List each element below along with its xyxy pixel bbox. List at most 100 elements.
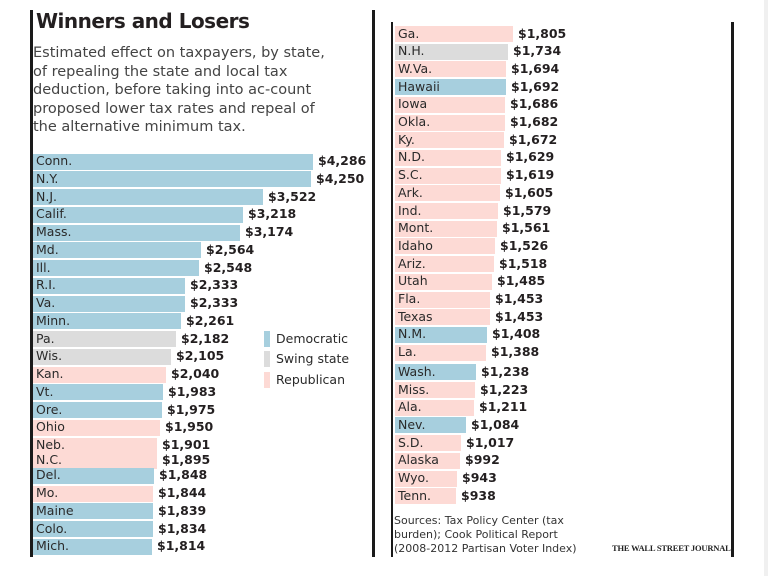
bar-s-c	[395, 167, 501, 184]
legend-label: Swing state	[276, 351, 350, 366]
value-label-vt: $1,983	[168, 383, 217, 399]
page-edge	[764, 0, 768, 576]
state-label-ariz: Ariz.	[398, 255, 426, 271]
bar-alaska	[395, 452, 460, 469]
right-column-left-rule	[391, 22, 393, 557]
state-label-n-j: N.J.	[36, 188, 57, 204]
value-label-ky: $1,672	[509, 131, 558, 147]
bar-n-c	[33, 452, 157, 468]
state-label-ala: Ala.	[398, 399, 422, 415]
state-label-nev: Nev.	[398, 416, 426, 432]
state-label-n-d: N.D.	[398, 149, 425, 165]
value-label-wyo: $943	[462, 470, 497, 485]
bar-s-d	[395, 435, 461, 452]
state-label-s-c: S.C.	[398, 167, 423, 183]
state-label-del: Del.	[36, 467, 61, 483]
state-label-calif: Calif.	[36, 206, 67, 222]
value-label-n-y: $4,250	[316, 170, 365, 186]
sources-note: Sources: Tax Policy Center (tax burden);…	[394, 514, 577, 555]
bar-kan	[33, 366, 166, 383]
bar-wis	[33, 348, 171, 365]
state-label-s-d: S.D.	[398, 434, 424, 450]
bar-iowa	[395, 96, 505, 113]
value-label-ohio: $1,950	[165, 419, 214, 435]
value-label-ind: $1,579	[503, 202, 552, 218]
state-label-conn: Conn.	[36, 153, 73, 168]
value-label-idaho: $1,526	[500, 237, 549, 253]
legend-label: Republican	[276, 372, 346, 387]
bar-texas	[395, 309, 490, 326]
bar-ariz	[395, 256, 494, 273]
value-label-nev: $1,084	[471, 416, 520, 432]
bar-utah	[395, 273, 492, 290]
value-label-hawaii: $1,692	[511, 78, 560, 94]
bar-conn	[33, 153, 313, 170]
value-label-wash: $1,238	[481, 363, 530, 379]
bar-maine	[33, 503, 153, 520]
bar-nev	[395, 417, 466, 434]
bar-wash	[395, 364, 476, 381]
bar-idaho	[395, 238, 495, 255]
value-label-n-h: $1,734	[513, 43, 562, 59]
state-label-wis: Wis.	[36, 348, 63, 364]
state-label-ga: Ga.	[398, 25, 420, 41]
value-label-md: $2,564	[206, 241, 255, 257]
value-label-n-m: $1,408	[492, 326, 541, 342]
state-label-wyo: Wyo.	[398, 470, 429, 485]
bar-okla	[395, 114, 505, 131]
state-label-r-i: R.I.	[36, 277, 56, 293]
state-label-colo: Colo.	[36, 520, 68, 536]
state-label-la: La.	[398, 344, 417, 360]
value-label-pa: $2,182	[181, 330, 230, 346]
legend-swatch-swing-state	[264, 351, 270, 367]
bar-tenn	[395, 488, 456, 505]
value-label-ark: $1,605	[505, 184, 554, 200]
state-label-maine: Maine	[36, 502, 74, 518]
value-label-alaska: $992	[465, 452, 500, 468]
value-label-mass: $3,174	[245, 224, 294, 239]
value-label-mo: $1,844	[158, 485, 207, 500]
bar-w-va	[395, 61, 506, 78]
bar-n-j	[33, 189, 263, 205]
bar-ind	[395, 203, 498, 219]
state-label-kan: Kan.	[36, 366, 64, 381]
state-label-n-y: N.Y.	[36, 170, 59, 186]
chart-subtitle: Estimated effect on taxpayers, by state,…	[33, 45, 325, 135]
bar-mont	[395, 220, 497, 237]
state-label-ky: Ky.	[398, 131, 415, 147]
bar-ill	[33, 260, 199, 276]
bar-ky	[395, 132, 504, 149]
bar-colo	[33, 521, 153, 537]
publisher-credit: THE WALL STREET JOURNAL.	[612, 543, 733, 553]
value-label-ga: $1,805	[518, 25, 567, 41]
value-label-la: $1,388	[491, 344, 540, 360]
bar-calif	[33, 206, 243, 223]
value-label-s-c: $1,619	[506, 167, 555, 183]
column-divider-rule	[372, 10, 375, 557]
state-label-fla: Fla.	[398, 291, 421, 306]
bar-pa	[33, 331, 176, 347]
bar-va	[33, 295, 185, 312]
value-label-n-c: $1,895	[162, 452, 211, 467]
state-label-minn: Minn.	[36, 312, 71, 328]
bar-n-y	[33, 171, 311, 188]
value-label-ill: $2,548	[204, 259, 253, 275]
value-label-texas: $1,453	[495, 308, 544, 324]
bar-ark	[395, 185, 500, 202]
bar-md	[33, 242, 201, 259]
left-border-rule	[30, 10, 33, 557]
value-label-r-i: $2,333	[190, 277, 239, 293]
state-label-ill: Ill.	[36, 259, 51, 275]
value-label-w-va: $1,694	[511, 60, 560, 76]
value-label-n-d: $1,629	[506, 149, 555, 165]
state-label-ohio: Ohio	[36, 419, 65, 435]
state-label-n-c: N.C.	[36, 452, 63, 467]
value-label-okla: $1,682	[510, 114, 559, 129]
right-border-rule	[731, 22, 734, 557]
state-label-okla: Okla.	[398, 114, 431, 129]
state-label-md: Md.	[36, 241, 59, 257]
bar-del	[33, 467, 154, 484]
state-label-n-m: N.M.	[398, 326, 427, 342]
value-label-conn: $4,286	[318, 153, 367, 168]
state-label-miss: Miss.	[398, 381, 430, 397]
